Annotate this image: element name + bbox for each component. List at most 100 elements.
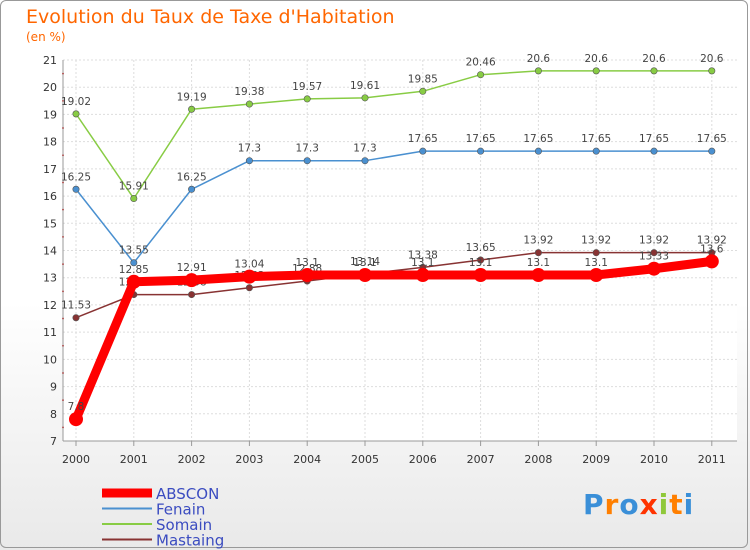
- data-label-abscon: 13.1: [585, 257, 608, 269]
- logo-letter: x: [639, 488, 659, 521]
- chart-subtitle: (en %): [26, 30, 66, 44]
- logo-letter: i: [658, 488, 670, 521]
- series-fenain: 16.25 13.55 16.25 17.3 17.3 17.3 17.65 17.65 17.…: [61, 133, 727, 267]
- x-tick-label: 2007: [467, 453, 495, 466]
- data-label-somain: 20.6: [527, 53, 551, 65]
- data-label-abscon: 13.1: [296, 257, 319, 269]
- data-point-abscon: [300, 267, 315, 282]
- data-point-abscon: [531, 267, 546, 282]
- data-point-mastaing: [477, 256, 485, 264]
- proxiti-logo: Proxiti: [583, 488, 694, 521]
- y-tick-label: 14: [43, 245, 57, 258]
- data-label-mastaing: 13.92: [523, 235, 553, 247]
- data-point-fenain: [592, 147, 600, 155]
- series-line-fenain: [75, 150, 713, 264]
- data-point-fenain: [708, 147, 716, 155]
- data-point-abscon: [704, 254, 719, 269]
- data-point-somain: [72, 110, 80, 118]
- data-label-mastaing: 11.53: [61, 300, 91, 312]
- series-line-somain: [75, 70, 713, 200]
- data-point-fenain: [188, 185, 196, 193]
- x-tick-label: 2009: [582, 453, 610, 466]
- y-tick-label: 7: [50, 435, 57, 448]
- data-label-fenain: 17.3: [296, 143, 319, 155]
- data-label-abscon: 13.1: [353, 257, 376, 269]
- x-tick-label: 2003: [235, 453, 263, 466]
- data-point-fenain: [361, 157, 369, 165]
- data-point-somain: [477, 71, 485, 79]
- data-point-somain: [130, 195, 138, 203]
- data-label-fenain: 17.65: [466, 133, 496, 145]
- logo-letter: o: [619, 488, 640, 521]
- x-tick-label: 2006: [409, 453, 437, 466]
- y-tick-label: 18: [43, 136, 57, 149]
- x-tick-label: 2010: [640, 453, 668, 466]
- data-point-fenain: [130, 259, 138, 267]
- data-point-mastaing: [534, 249, 542, 257]
- data-point-abscon: [415, 267, 430, 282]
- data-label-fenain: 13.55: [119, 245, 149, 257]
- data-label-somain: 19.61: [350, 80, 380, 92]
- data-point-somain: [708, 67, 716, 75]
- data-point-abscon: [69, 412, 83, 427]
- data-point-abscon: [647, 261, 661, 276]
- series-line-abscon: [71, 256, 717, 424]
- data-point-somain: [419, 87, 427, 95]
- data-point-somain: [245, 100, 253, 108]
- data-label-fenain: 17.65: [523, 133, 553, 145]
- data-label-somain: 15.91: [119, 181, 149, 193]
- chart-title: Evolution du Taux de Taxe d'Habitation: [26, 6, 395, 28]
- data-point-mastaing: [188, 291, 196, 299]
- data-label-fenain: 17.65: [581, 133, 611, 145]
- data-label-somain: 19.38: [234, 86, 264, 98]
- series-abscon: 7.812.85 12.91 13.04 13.1 13.1 13.1 13.1 13.1 13…: [68, 243, 724, 427]
- data-point-fenain: [303, 157, 311, 165]
- data-point-mastaing: [650, 249, 658, 257]
- legend-label-somain: Somain: [156, 516, 212, 534]
- data-label-somain: 20.6: [700, 53, 724, 65]
- data-label-fenain: 16.25: [61, 171, 91, 183]
- legend-label-fenain: Fenain: [156, 501, 205, 519]
- data-label-somain: 19.85: [408, 73, 438, 85]
- data-label-somain: 20.46: [466, 57, 496, 69]
- x-tick-label: 2004: [293, 453, 321, 466]
- data-label-abscon: 13.1: [411, 257, 434, 269]
- y-tick-label: 9: [50, 381, 57, 394]
- data-point-abscon: [242, 269, 257, 284]
- y-tick-label: 12: [43, 299, 57, 312]
- data-label-fenain: 17.3: [353, 143, 376, 155]
- data-label-abscon: 13.1: [469, 257, 492, 269]
- data-point-abscon: [589, 267, 604, 282]
- y-tick-label: 11: [43, 326, 57, 339]
- data-point-abscon: [473, 267, 488, 282]
- x-tick-label: 2001: [120, 453, 148, 466]
- logo-letter: i: [683, 488, 695, 521]
- logo-letter: t: [669, 488, 684, 521]
- y-tick-label: 13: [43, 272, 57, 285]
- data-label-abscon: 13.04: [234, 259, 264, 271]
- data-label-fenain: 17.65: [408, 133, 438, 145]
- data-label-abscon: 13.6: [700, 243, 724, 255]
- x-tick-label: 2000: [62, 453, 90, 466]
- x-tick-label: 2005: [351, 453, 379, 466]
- series-somain: 19.02 15.91 19.19 19.38 19.57 19.61 19.85 20.46…: [61, 53, 724, 203]
- y-tick-label: 16: [43, 190, 57, 203]
- data-label-fenain: 17.3: [238, 143, 261, 155]
- data-label-abscon: 12.85: [119, 264, 149, 276]
- legend-label-mastaing: Mastaing: [156, 532, 224, 550]
- data-point-abscon: [358, 267, 372, 282]
- data-label-somain: 20.6: [642, 53, 666, 65]
- data-label-abscon: 13.33: [639, 251, 669, 263]
- data-label-somain: 19.19: [177, 91, 207, 103]
- data-label-mastaing: 13.14: [350, 256, 380, 268]
- data-point-somain: [361, 94, 369, 102]
- data-point-abscon: [126, 274, 141, 289]
- data-point-fenain: [72, 185, 80, 193]
- data-label-mastaing: 13.65: [466, 242, 496, 254]
- data-point-fenain: [534, 147, 542, 155]
- legend-label-abscon: ABSCON: [156, 485, 219, 503]
- data-point-fenain: [245, 157, 253, 165]
- data-label-somain: 19.02: [61, 96, 91, 108]
- data-label-abscon: 13.1: [527, 257, 550, 269]
